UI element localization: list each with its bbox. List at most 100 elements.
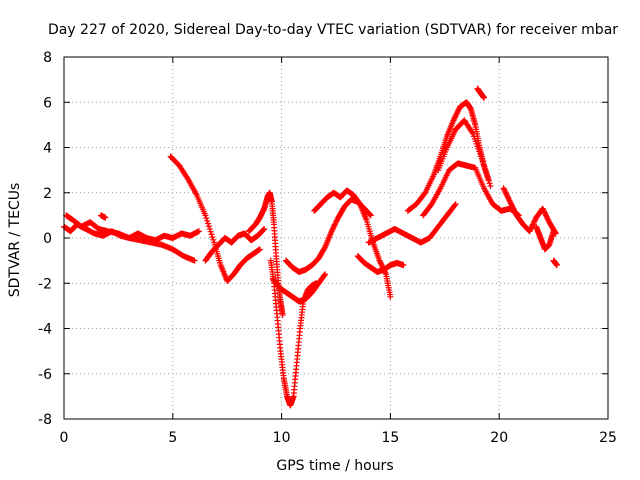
data-point [544, 216, 551, 223]
data-point [279, 311, 286, 318]
data-point [330, 224, 337, 231]
data-point [508, 201, 515, 208]
data-point [451, 115, 458, 122]
data-point [203, 215, 210, 222]
data-point [507, 200, 514, 207]
series-arc-8 [269, 271, 329, 305]
data-point [484, 172, 491, 179]
data-point [502, 189, 509, 196]
data-point [400, 262, 407, 269]
data-point [505, 194, 512, 201]
data-point [511, 208, 518, 215]
data-point [453, 110, 460, 117]
y-tick-label: -4 [38, 322, 52, 338]
data-point [531, 217, 538, 224]
data-point [208, 231, 215, 238]
data-point [526, 228, 533, 235]
data-point [542, 212, 549, 219]
data-point [331, 221, 338, 228]
data-point [451, 202, 458, 209]
data-point [544, 215, 551, 222]
data-point [543, 213, 550, 220]
data-point [453, 111, 460, 118]
data-point [539, 205, 546, 212]
series-arc-14 [420, 160, 522, 219]
data-point [484, 174, 491, 181]
series-arc-16 [474, 85, 487, 101]
data-point [503, 190, 510, 197]
data-point [509, 204, 516, 211]
x-tick-label: 25 [599, 430, 617, 446]
data-point [510, 206, 517, 213]
data-point [367, 211, 374, 218]
data-point [333, 217, 340, 224]
series-arc-7 [267, 257, 320, 409]
data-point [469, 129, 476, 136]
y-tick-label: -8 [38, 412, 52, 428]
data-point [328, 228, 335, 235]
data-point [503, 192, 510, 199]
series-arc-18 [533, 223, 557, 253]
data-point [479, 158, 486, 165]
x-axis-label: GPS time / hours [276, 458, 393, 474]
grid-lines [64, 57, 608, 419]
data-point [530, 220, 537, 227]
x-tick-labels: 0 5 10 15 20 25 [60, 430, 617, 446]
data-point [259, 227, 266, 234]
data-point [378, 261, 385, 268]
series-arc-5 [202, 225, 268, 264]
x-tick-label: 5 [168, 430, 177, 446]
data-point [377, 258, 384, 265]
data-point [329, 226, 336, 233]
data-point [486, 180, 493, 187]
series-arc-11 [354, 253, 407, 275]
data-point [482, 166, 489, 173]
data-point [452, 201, 459, 208]
y-axis-label: SDTVAR / TECUs [7, 183, 23, 298]
data-points [61, 85, 560, 409]
data-point [204, 217, 211, 224]
data-point [480, 94, 487, 101]
axis-ticks [63, 56, 609, 420]
data-point [205, 220, 212, 227]
series-arc-4 [167, 153, 263, 284]
data-point [455, 107, 462, 114]
data-point [260, 226, 267, 233]
data-point [501, 187, 508, 194]
data-point [529, 221, 536, 228]
y-tick-label: 4 [43, 141, 52, 157]
series-arc-13 [404, 99, 492, 214]
data-point [527, 226, 534, 233]
data-point [541, 208, 548, 215]
y-tick-label: -6 [38, 367, 52, 383]
data-point [322, 271, 329, 278]
data-point [191, 257, 198, 264]
x-tick-label: 0 [60, 430, 69, 446]
data-point [481, 163, 488, 170]
data-point [332, 220, 339, 227]
data-point [455, 106, 462, 113]
data-point [205, 223, 212, 230]
data-point [376, 257, 383, 264]
data-point [367, 212, 374, 219]
data-point [454, 109, 461, 116]
data-point [531, 218, 538, 225]
data-point [480, 161, 487, 168]
data-point [209, 234, 216, 241]
series-arc-15 [435, 117, 494, 189]
x-tick-label: 10 [273, 430, 291, 446]
data-point [387, 293, 394, 300]
data-point [483, 169, 490, 176]
y-tick-label: 2 [43, 186, 52, 202]
data-point [207, 228, 214, 235]
data-point [451, 114, 458, 121]
y-tick-label: 6 [43, 95, 52, 111]
data-point [553, 262, 560, 269]
series-arc-3 [97, 212, 109, 221]
series-arc-12 [365, 201, 459, 246]
data-point [512, 209, 519, 216]
data-point [540, 206, 547, 213]
data-point [487, 182, 494, 189]
data-point [478, 155, 485, 162]
